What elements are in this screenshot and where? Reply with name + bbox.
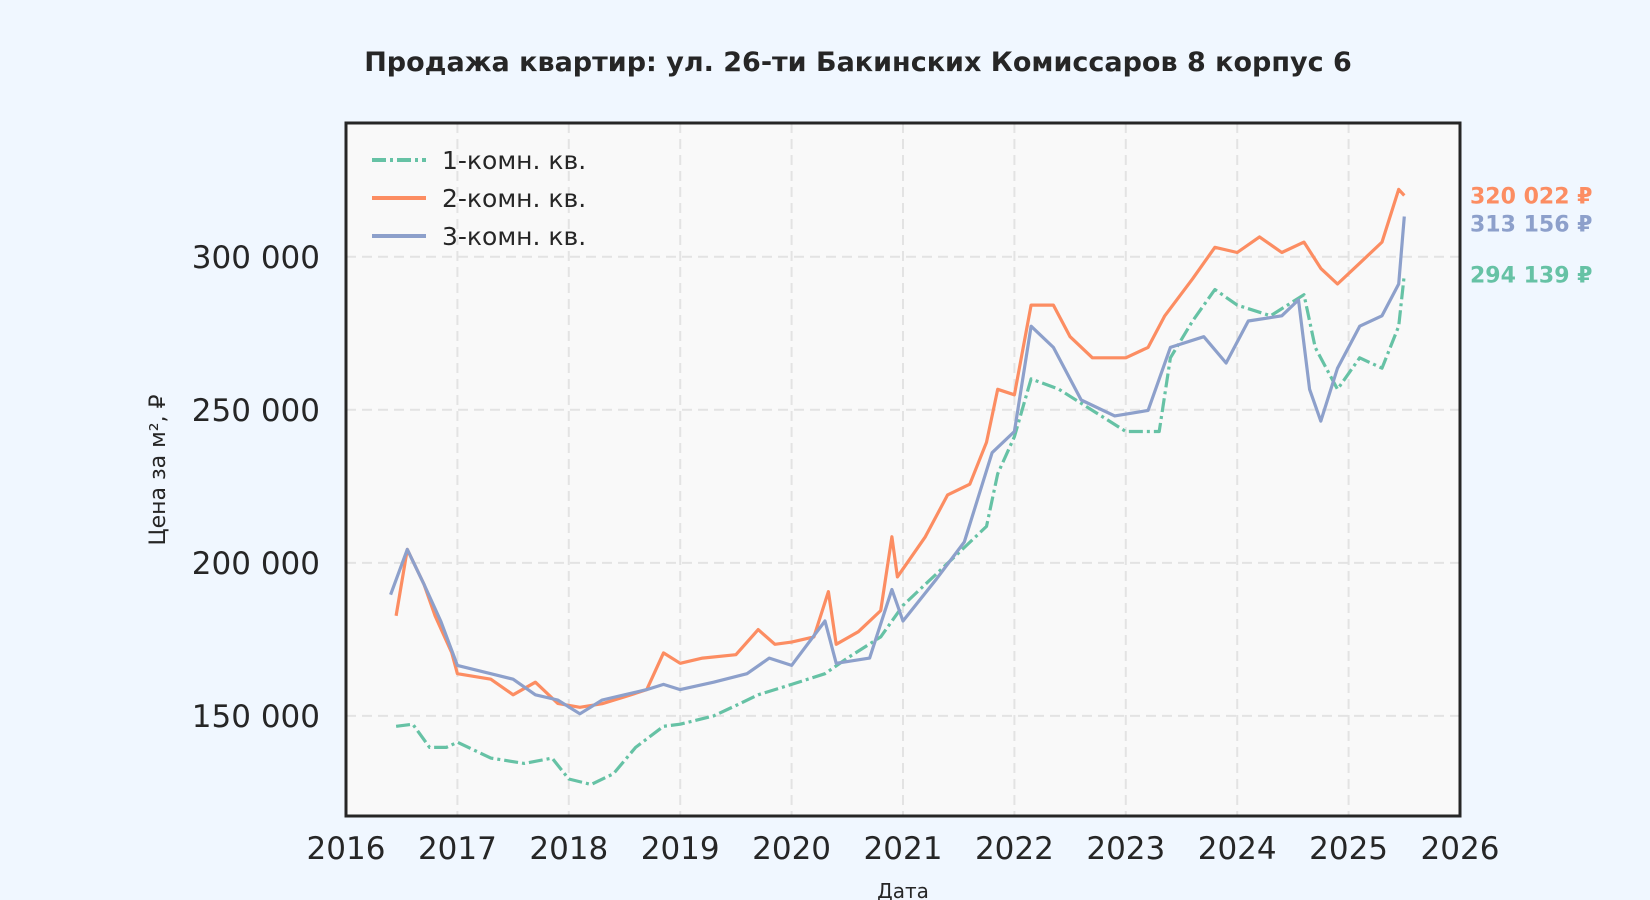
y-tick-label: 150 000 bbox=[192, 699, 320, 735]
y-tick-label: 300 000 bbox=[192, 240, 320, 276]
x-tick-label: 2022 bbox=[975, 831, 1054, 867]
x-axis-label: Дата bbox=[877, 879, 929, 900]
x-tick-label: 2019 bbox=[641, 831, 720, 867]
x-tick-label: 2025 bbox=[1309, 831, 1388, 867]
chart-title: Продажа квартир: ул. 26-ти Бакинских Ком… bbox=[364, 47, 1352, 78]
y-tick-label: 200 000 bbox=[192, 546, 320, 582]
legend-label: 3-комн. кв. bbox=[442, 222, 586, 251]
series-line-2 bbox=[394, 187, 1406, 709]
series-line-1 bbox=[395, 274, 1406, 787]
x-tick-label: 2016 bbox=[307, 831, 386, 867]
legend-label: 2-комн. кв. bbox=[442, 184, 586, 213]
x-tick-label: 2024 bbox=[1198, 831, 1277, 867]
x-tick-label: 2021 bbox=[864, 831, 943, 867]
series-end-label: 320 022 ₽ bbox=[1470, 184, 1592, 209]
x-tick-label: 2018 bbox=[529, 831, 608, 867]
series-end-label: 313 156 ₽ bbox=[1470, 212, 1592, 237]
series-end-label: 294 139 ₽ bbox=[1470, 264, 1592, 289]
y-tick-label: 250 000 bbox=[192, 393, 320, 429]
x-tick-label: 2020 bbox=[752, 831, 831, 867]
y-axis-label: Цена за м², ₽ bbox=[146, 394, 171, 545]
x-tick-label: 2017 bbox=[418, 831, 497, 867]
legend-label: 1-комн. кв. bbox=[442, 146, 586, 175]
series-line-3 bbox=[389, 216, 1406, 716]
x-tick-label: 2023 bbox=[1086, 831, 1165, 867]
legend: 1-комн. кв. 2-комн. кв. 3-комн. кв. bbox=[372, 146, 586, 251]
plot-frame bbox=[344, 121, 1462, 818]
x-tick-label: 2026 bbox=[1421, 831, 1500, 867]
